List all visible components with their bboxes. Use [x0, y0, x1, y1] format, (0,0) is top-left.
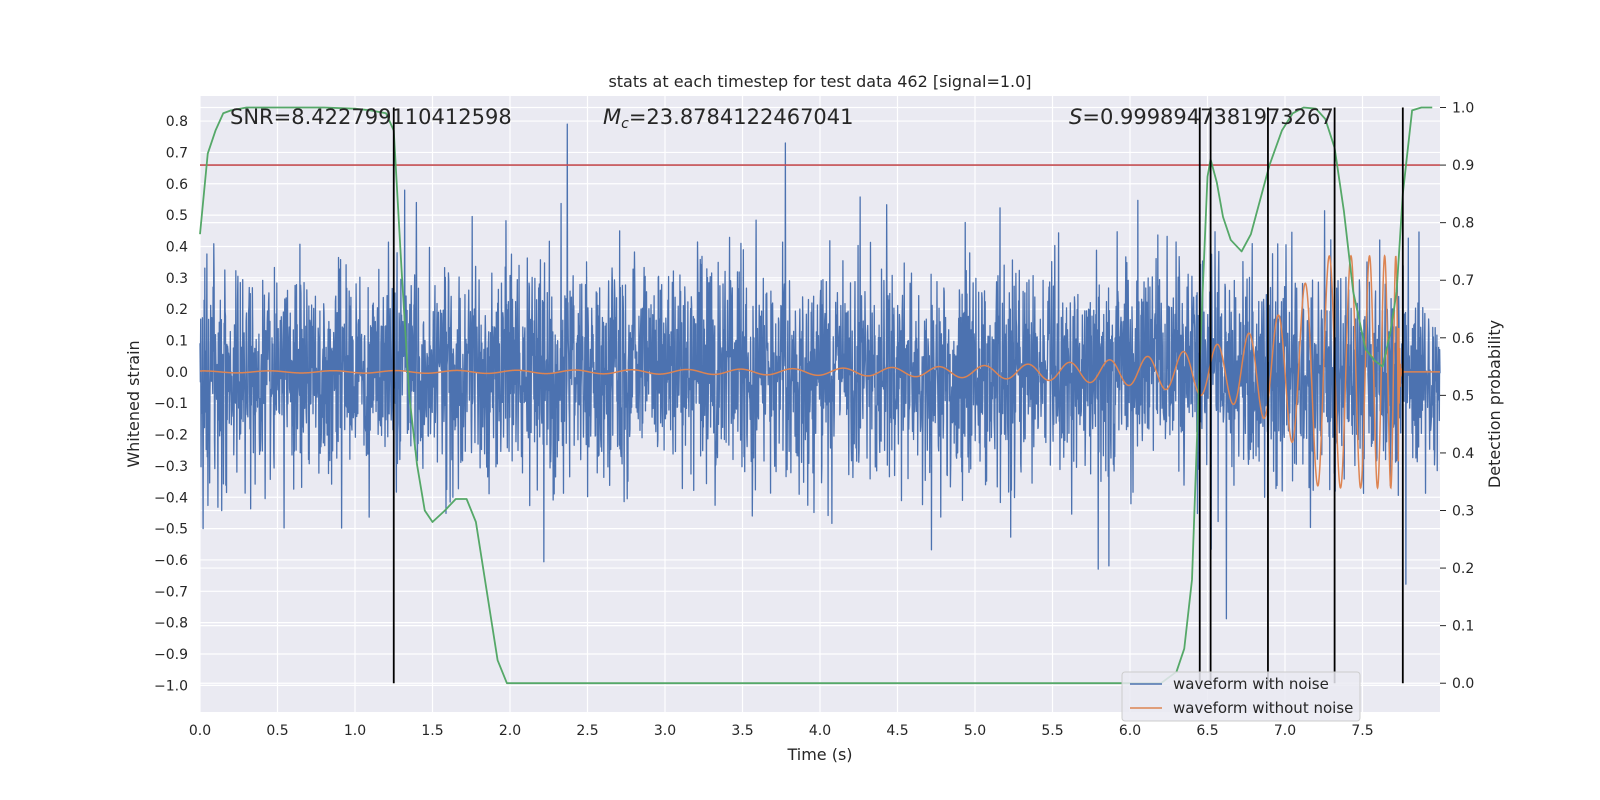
y-tick-label-right: 0.7 [1452, 273, 1474, 289]
chirp-mass-annotation: Mc=23.8784122467041 [603, 105, 854, 132]
x-tick-label: 6.0 [1119, 723, 1141, 739]
chart-title: stats at each timestep for test data 462… [608, 72, 1031, 91]
y-tick-label-left: 0.4 [166, 239, 188, 255]
x-tick-label: 7.5 [1351, 723, 1373, 739]
legend-box [1121, 671, 1361, 722]
chirp-mass-symbol: M [603, 105, 621, 129]
y-tick-label-left: 0.8 [166, 114, 188, 130]
x-tick-label: 4.5 [886, 723, 908, 739]
y-tick-label-left: −0.2 [154, 428, 188, 444]
x-tick-label: 0.5 [266, 723, 288, 739]
y-tick-label-left: −0.7 [154, 584, 188, 600]
x-tick-label: 3.5 [731, 723, 753, 739]
y-tick-label-right: 0.0 [1452, 676, 1474, 692]
x-tick-label: 1.0 [344, 723, 366, 739]
x-tick-label: 5.5 [1041, 723, 1063, 739]
y-tick-label-right: 1.0 [1452, 101, 1474, 117]
x-tick-label: 5.0 [964, 723, 986, 739]
x-tick-label: 2.0 [499, 723, 521, 739]
legend: waveform with noise waveform without noi… [1121, 671, 1361, 722]
y-tick-label-left: 0.7 [166, 145, 188, 161]
x-tick-label: 1.5 [421, 723, 443, 739]
y-tick-label-right: 0.3 [1452, 504, 1474, 520]
y-tick-label-left: −1.0 [154, 678, 188, 694]
y-axis-label-right: Detection probability [1485, 320, 1504, 488]
y-tick-label-left: 0.2 [166, 302, 188, 318]
snr-annotation: SNR=8.422799110412598 [230, 105, 512, 129]
clean-waveform-line [200, 254, 1440, 490]
y-tick-label-left: −0.6 [154, 553, 188, 569]
legend-label-noise: waveform with noise [1173, 675, 1329, 693]
y-tick-label-left: 0.5 [166, 208, 188, 224]
vertical-markers [392, 107, 1404, 684]
score-value: =0.9998947381973267 [1082, 105, 1333, 129]
axes: 0.0 0.5 1.0 1.5 2.0 2.5 3.0 3.5 4.0 4.5 5.0 5.5 6.0 6… [154, 101, 1474, 739]
x-tick-label: 6.5 [1196, 723, 1218, 739]
y-tick-label-left: −0.9 [154, 647, 188, 663]
score-symbol: S [1069, 105, 1082, 129]
y-tick-label-left: 0.3 [166, 271, 188, 287]
legend-label-clean: waveform without noise [1173, 699, 1353, 717]
y-tick-label-right: 0.1 [1452, 619, 1474, 635]
y-tick-label-left: 0.6 [166, 177, 188, 193]
y-tick-label-left: −0.3 [154, 459, 188, 475]
y-tick-label-left: 0.0 [166, 365, 188, 381]
chirp-mass-subscript: c [621, 116, 629, 132]
y-tick-label-right: 0.8 [1452, 216, 1474, 232]
series-waveform-without-noise [200, 254, 1440, 490]
y-axis-label-left: Whitened strain [124, 340, 143, 467]
y-tick-label-right: 0.9 [1452, 158, 1474, 174]
y-tick-label-right: 0.2 [1452, 561, 1474, 577]
y-tick-label-right: 0.5 [1452, 388, 1474, 404]
x-tick-label: 7.0 [1274, 723, 1296, 739]
chirp-mass-value: =23.8784122467041 [629, 105, 854, 129]
y-tick-label-left: 0.1 [166, 334, 188, 350]
x-axis-label: Time (s) [786, 745, 852, 764]
x-tick-label: 4.0 [809, 723, 831, 739]
x-tick-label: 3.0 [654, 723, 676, 739]
score-annotation: S=0.9998947381973267 [1069, 105, 1334, 129]
y-tick-label-left: −0.1 [154, 396, 188, 412]
x-tick-label: 2.5 [576, 723, 598, 739]
x-tick-label: 0.0 [189, 723, 211, 739]
y-tick-label-right: 0.6 [1452, 331, 1474, 347]
y-tick-label-left: −0.4 [154, 490, 188, 506]
y-tick-label-left: −0.8 [154, 616, 188, 632]
y-tick-label-right: 0.4 [1452, 446, 1474, 462]
y-tick-label-left: −0.5 [154, 522, 188, 538]
